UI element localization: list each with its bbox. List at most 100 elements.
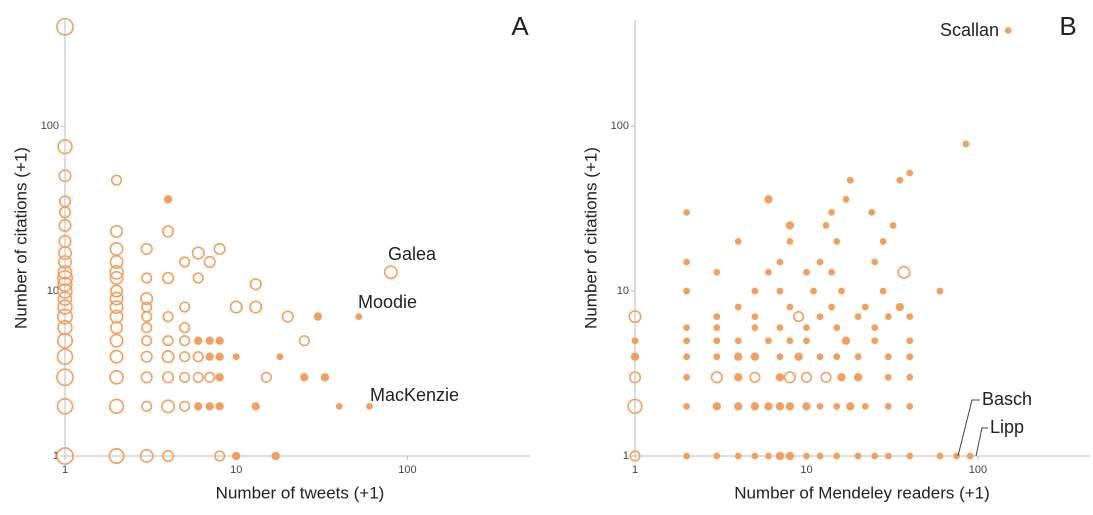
point bbox=[1004, 27, 1012, 34]
point bbox=[58, 195, 72, 208]
point bbox=[57, 299, 73, 315]
point bbox=[683, 373, 691, 381]
point bbox=[775, 402, 785, 411]
point bbox=[775, 451, 785, 461]
point bbox=[56, 447, 74, 465]
point bbox=[249, 278, 262, 291]
point bbox=[57, 283, 73, 299]
point bbox=[776, 258, 784, 266]
point bbox=[816, 452, 824, 460]
point bbox=[793, 311, 805, 323]
point bbox=[871, 258, 879, 266]
point bbox=[749, 371, 761, 383]
point bbox=[683, 287, 691, 295]
point bbox=[765, 337, 772, 345]
point bbox=[191, 246, 205, 260]
x-axis-label: Number of Mendeley readers (+1) bbox=[734, 483, 990, 502]
point bbox=[776, 287, 784, 295]
y-tick-label: 1 bbox=[623, 450, 629, 462]
annotation: Galea bbox=[388, 244, 437, 264]
point bbox=[785, 402, 795, 411]
point bbox=[383, 265, 398, 280]
y-tick-label: 10 bbox=[617, 285, 629, 297]
point bbox=[192, 272, 204, 284]
x-tick-label: 1 bbox=[632, 464, 638, 476]
x-axis-label: Number of tweets (+1) bbox=[216, 483, 385, 502]
point bbox=[179, 335, 191, 347]
point bbox=[300, 373, 309, 382]
point bbox=[783, 371, 796, 384]
point bbox=[846, 402, 855, 411]
point bbox=[58, 234, 72, 248]
point bbox=[179, 400, 191, 412]
point bbox=[936, 287, 944, 295]
leader-line bbox=[957, 399, 980, 457]
point bbox=[803, 452, 810, 460]
point bbox=[108, 447, 125, 464]
y-axis-label: Number of citations (+1) bbox=[581, 147, 600, 329]
point bbox=[335, 402, 343, 410]
point bbox=[713, 337, 721, 345]
point bbox=[712, 402, 722, 411]
point bbox=[313, 312, 323, 321]
point bbox=[631, 337, 639, 345]
point bbox=[854, 452, 862, 460]
point bbox=[816, 353, 824, 361]
point bbox=[750, 352, 760, 361]
point bbox=[205, 402, 214, 411]
point bbox=[734, 402, 743, 411]
point bbox=[884, 353, 892, 361]
point bbox=[232, 451, 241, 461]
point bbox=[141, 272, 153, 284]
point bbox=[58, 169, 72, 183]
point bbox=[628, 310, 642, 324]
point bbox=[139, 449, 154, 463]
point bbox=[764, 402, 773, 411]
panel-letter: B bbox=[1059, 11, 1076, 41]
point bbox=[906, 169, 914, 177]
point bbox=[962, 140, 970, 148]
point bbox=[734, 373, 743, 382]
point bbox=[271, 451, 280, 461]
point bbox=[713, 268, 721, 276]
point bbox=[802, 402, 811, 411]
point bbox=[816, 313, 824, 321]
y-tick-label: 10 bbox=[47, 285, 59, 297]
point bbox=[215, 402, 224, 411]
point bbox=[853, 373, 863, 382]
point bbox=[765, 452, 772, 460]
point bbox=[884, 452, 892, 460]
point bbox=[366, 402, 373, 410]
point bbox=[298, 335, 310, 347]
point bbox=[58, 218, 72, 232]
point bbox=[879, 287, 887, 295]
point bbox=[713, 353, 721, 361]
point bbox=[109, 309, 124, 324]
point bbox=[683, 452, 691, 460]
point bbox=[179, 371, 191, 383]
point bbox=[109, 349, 124, 364]
point bbox=[194, 336, 203, 345]
point bbox=[751, 287, 759, 295]
point bbox=[828, 268, 835, 276]
point bbox=[936, 452, 944, 460]
x-tick-label: 100 bbox=[969, 464, 987, 476]
point bbox=[713, 324, 721, 332]
point bbox=[683, 353, 691, 361]
x-tick-label: 10 bbox=[230, 464, 242, 476]
point bbox=[56, 368, 74, 387]
point bbox=[141, 400, 153, 412]
point bbox=[628, 371, 642, 384]
point bbox=[800, 371, 813, 383]
point bbox=[895, 302, 904, 312]
point bbox=[214, 450, 226, 462]
point bbox=[109, 242, 124, 256]
point bbox=[232, 353, 240, 361]
point bbox=[803, 324, 810, 332]
point bbox=[56, 332, 73, 349]
point bbox=[109, 333, 124, 348]
point bbox=[281, 310, 294, 323]
point bbox=[161, 449, 175, 463]
point bbox=[710, 371, 723, 384]
point bbox=[204, 371, 216, 383]
